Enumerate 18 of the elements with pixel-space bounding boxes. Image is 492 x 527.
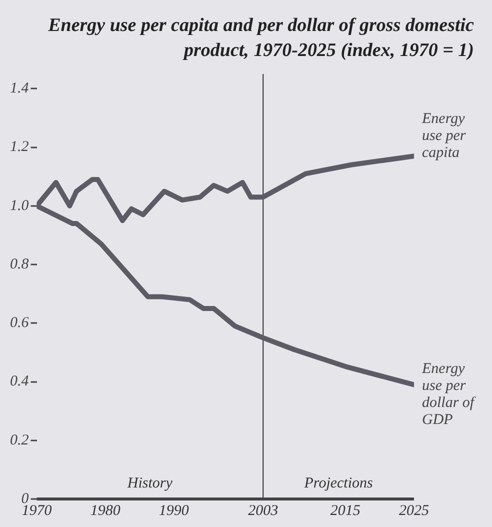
y-tick-label: 1.0 xyxy=(10,198,30,214)
x-tick-label: 1970 xyxy=(22,502,52,519)
y-tick-label: 0.2 xyxy=(10,432,30,448)
y-tick-label: 0.8 xyxy=(10,256,30,272)
series-label: Energy use per dollar of GDP xyxy=(421,361,476,428)
series-label: Energy use per capita xyxy=(421,111,466,162)
annotation: Projections xyxy=(303,475,374,492)
y-tick-label: 0.6 xyxy=(10,315,30,332)
x-tick-label: 2025 xyxy=(399,502,430,519)
x-tick-label: 2015 xyxy=(330,502,361,519)
x-tick-label: 1990 xyxy=(158,502,190,519)
x-tick-label: 2003 xyxy=(248,502,278,519)
annotation: History xyxy=(126,475,173,492)
chart-title: Energy use per capita and per dollar of gross domestic product, 1970-2025 (index, 1970 = 1) xyxy=(47,14,475,62)
x-tick-label: 1980 xyxy=(90,502,121,519)
y-tick-label: 1.2 xyxy=(10,139,30,156)
y-tick-label: 1.4 xyxy=(10,80,30,97)
y-tick-label: 0.4 xyxy=(10,374,30,390)
